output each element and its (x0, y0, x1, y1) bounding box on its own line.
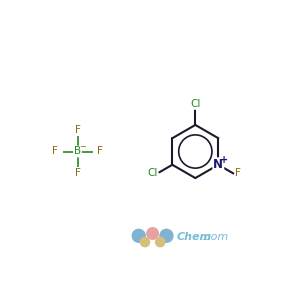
Text: Chem: Chem (177, 232, 212, 242)
Circle shape (156, 237, 165, 247)
Circle shape (132, 229, 145, 242)
Text: F: F (97, 146, 103, 157)
Text: Cl: Cl (190, 99, 200, 109)
Text: B: B (74, 146, 81, 157)
Text: F: F (75, 168, 80, 178)
Circle shape (147, 228, 158, 239)
Text: .com: .com (201, 232, 228, 242)
Text: F: F (236, 168, 242, 178)
Text: N: N (213, 158, 223, 171)
Text: F: F (52, 146, 58, 157)
Text: F: F (75, 124, 80, 135)
Circle shape (160, 229, 173, 242)
Text: Cl: Cl (147, 168, 158, 178)
Circle shape (140, 237, 150, 247)
Text: +: + (220, 155, 228, 165)
Text: −: − (79, 142, 86, 152)
